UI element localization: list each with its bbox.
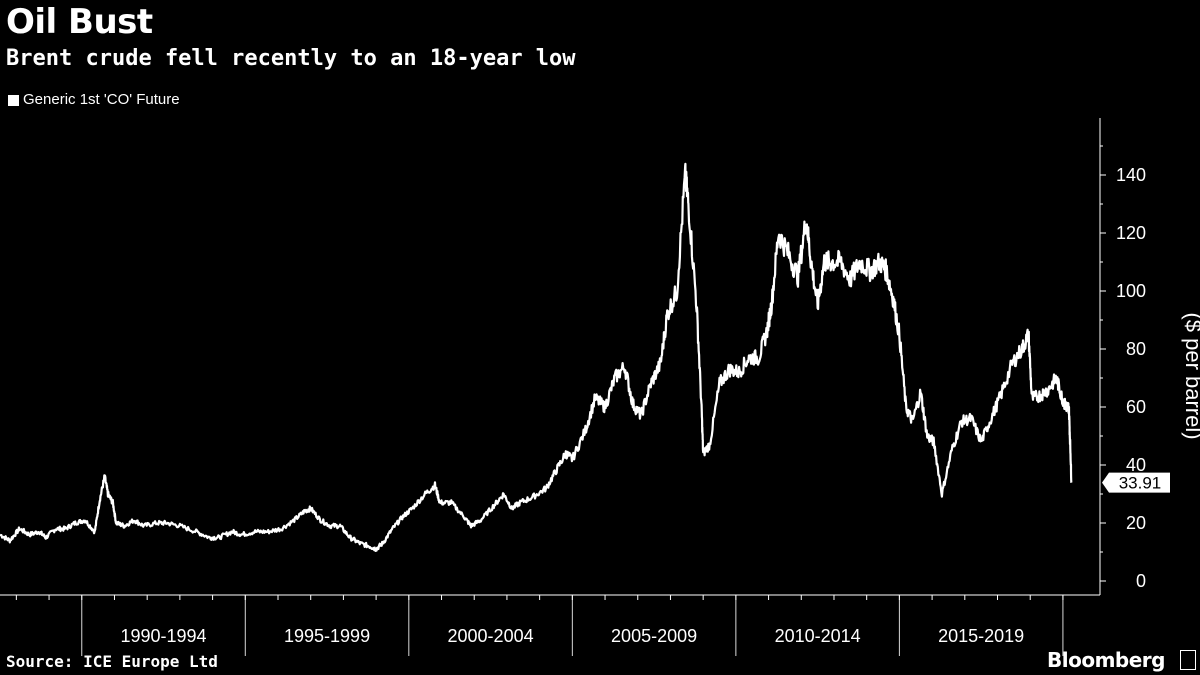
y-tick-label: 40: [1126, 455, 1146, 475]
legend: Generic 1st 'CO' Future: [8, 90, 180, 110]
chart-title: Oil Bust: [6, 2, 153, 42]
y-tick-label: 60: [1126, 397, 1146, 417]
last-value-label: 33.91: [1119, 474, 1162, 493]
y-tick-label: 100: [1116, 281, 1146, 301]
source-note: Source: ICE Europe Ltd: [6, 652, 218, 671]
y-tick-label: 120: [1116, 223, 1146, 243]
x-tick-label: 2015-2019: [938, 626, 1024, 646]
x-tick-label: 1995-1999: [284, 626, 370, 646]
x-tick-label: 1990-1994: [120, 626, 206, 646]
y-tick-label: 20: [1126, 513, 1146, 533]
y-tick-label: 0: [1136, 571, 1146, 591]
y-axis-title: ($ per barrel): [1181, 312, 1200, 439]
y-tick-label: 140: [1116, 165, 1146, 185]
legend-label: Generic 1st 'CO' Future: [23, 91, 180, 108]
x-tick-label: 2010-2014: [775, 626, 861, 646]
x-tick-label: 2000-2004: [448, 626, 534, 646]
y-tick-label: 80: [1126, 339, 1146, 359]
series-line: [0, 162, 1073, 553]
last-value-badge: [1102, 472, 1170, 493]
x-tick-label: 2005-2009: [611, 626, 697, 646]
chart-subtitle: Brent crude fell recently to an 18-year …: [6, 46, 576, 71]
bloomberg-logo-icon: [1180, 650, 1196, 670]
legend-swatch: [8, 94, 19, 106]
brand-wordmark: Bloomberg: [1047, 648, 1165, 672]
